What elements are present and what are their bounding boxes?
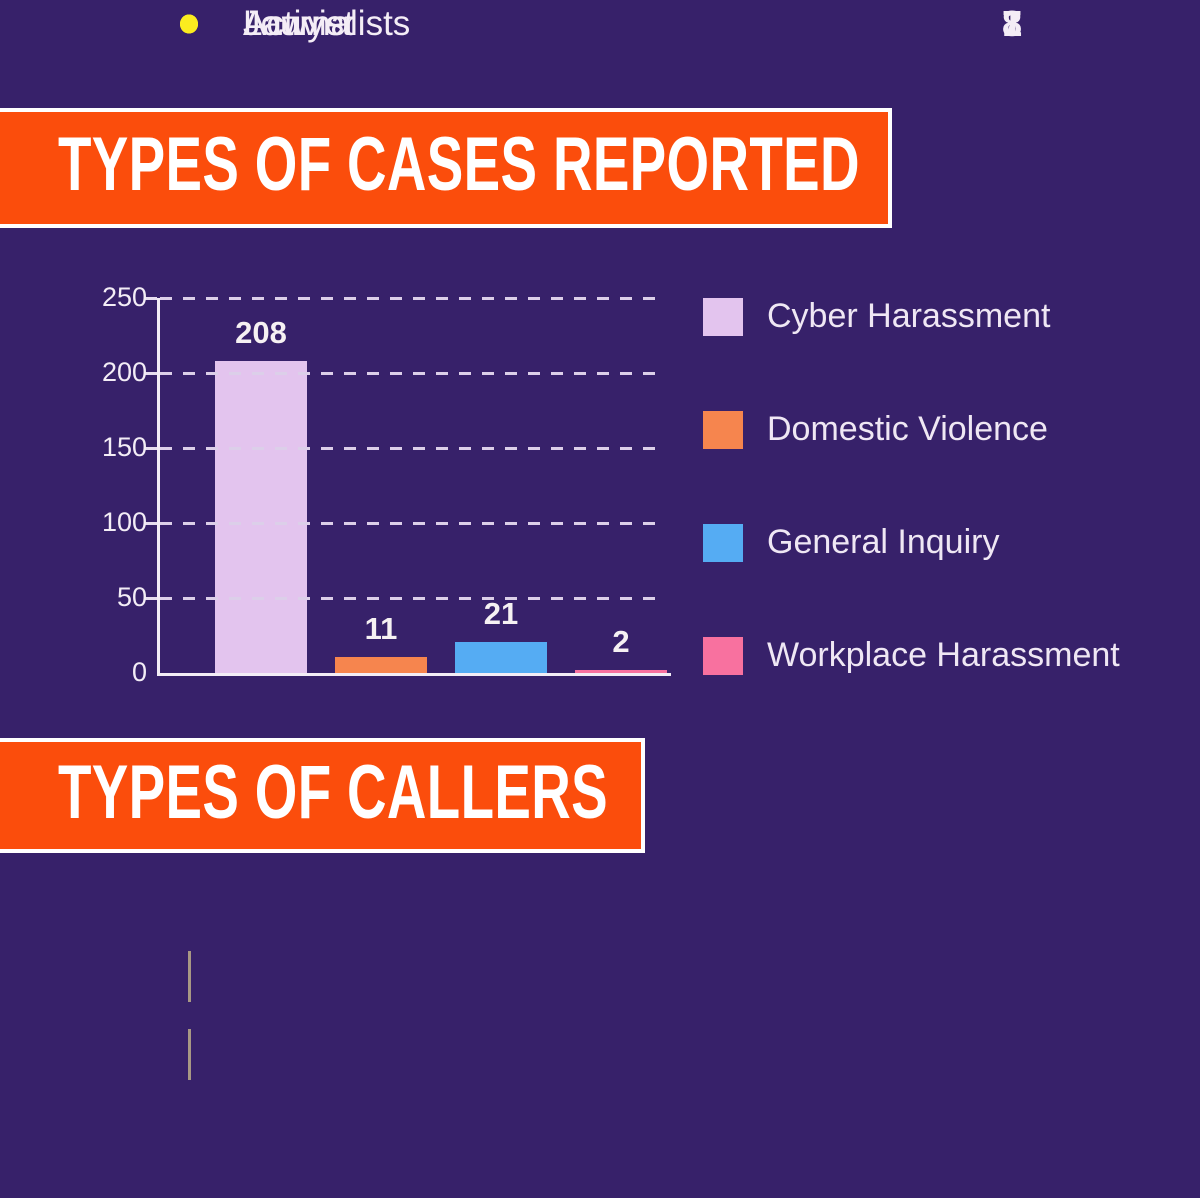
bar-value-label: 11: [364, 610, 398, 646]
cases-title: TYPES OF CASES REPORTED: [58, 122, 860, 207]
y-axis-tick: [144, 372, 157, 375]
y-axis-tick: [144, 297, 157, 300]
legend-item: Workplace Harassment: [703, 636, 1120, 675]
callers-title: TYPES OF CALLERS: [58, 749, 608, 835]
gridline: [160, 522, 656, 525]
legend-swatch-domestic-violence: [703, 410, 743, 449]
y-tick-label: 100: [101, 507, 147, 537]
caller-row-lawyer: Lawyer 1: [0, 0, 1200, 48]
y-tick-label: 150: [101, 432, 147, 462]
legend-label: Workplace Harassment: [767, 636, 1120, 674]
caller-label: Activist: [243, 4, 354, 43]
cases-title-banner: TYPES OF CASES REPORTED: [0, 108, 892, 228]
bar-slot-domestic-violence: 11: [335, 298, 427, 673]
gridline: [160, 447, 656, 450]
y-axis-tick: [144, 522, 157, 525]
y-axis-tick: [144, 597, 157, 600]
bar-slot-workplace-harassment: 2: [575, 298, 667, 673]
caller-label: Lawyer: [243, 4, 356, 43]
y-tick-label: 0: [131, 657, 147, 687]
bar-slot-cyber-harassment: 208: [215, 298, 307, 673]
timeline-connector-line: [188, 1029, 191, 1080]
caller-count: 8: [1001, 3, 1022, 44]
legend-swatch-general-inquiry: [703, 523, 743, 562]
caller-count: 1: [1001, 3, 1022, 44]
legend-item: Cyber Harassment: [703, 297, 1050, 336]
legend-label: Cyber Harassment: [767, 297, 1051, 335]
gridline: [160, 597, 656, 600]
caller-label: Journalists: [243, 4, 411, 43]
y-tick-label: 50: [116, 582, 147, 612]
bar-value-label: 208: [235, 315, 287, 350]
legend-swatch-workplace-harassment: [703, 636, 743, 675]
bar-value-label: 2: [612, 624, 630, 659]
y-axis-tick: [144, 447, 157, 450]
legend-swatch-cyber-harassment: [703, 297, 743, 336]
bar-chart-plot-area: 208 11 21 2 0 50 100 150 200 250: [102, 282, 671, 687]
y-tick-label: 250: [101, 282, 147, 312]
bar-domestic-violence: [335, 656, 427, 673]
callers-title-banner: TYPES OF CALLERS: [0, 738, 645, 853]
bar-value-label: 21: [483, 595, 519, 631]
legend-label: Domestic Violence: [767, 410, 1048, 448]
gridline: [160, 372, 656, 375]
caller-count: 7: [1001, 3, 1022, 44]
bar-slot-general-inquiry: 21: [455, 298, 547, 673]
bullet-dot-icon: [180, 14, 198, 34]
legend-item: Domestic Violence: [703, 410, 1048, 449]
y-tick-label: 200: [101, 357, 147, 387]
bar-workplace-harassment: [575, 670, 667, 673]
timeline-connector-line: [188, 951, 191, 1002]
gridline: [160, 297, 656, 300]
legend-label: General Inquiry: [767, 523, 1000, 561]
bar-general-inquiry: [455, 641, 547, 673]
legend-item: General Inquiry: [703, 523, 999, 562]
bar-cyber-harassment: [215, 361, 307, 673]
